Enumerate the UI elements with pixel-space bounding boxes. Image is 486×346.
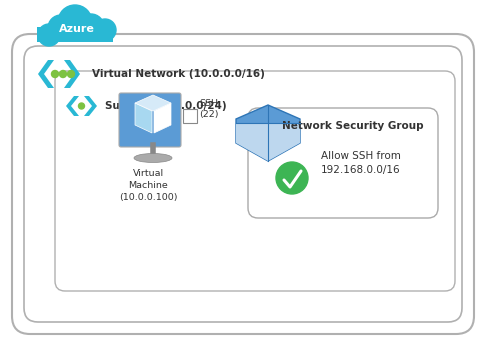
Circle shape (78, 14, 104, 40)
Polygon shape (64, 60, 80, 88)
Polygon shape (84, 96, 97, 116)
Polygon shape (38, 60, 54, 88)
FancyBboxPatch shape (24, 46, 462, 322)
FancyBboxPatch shape (37, 27, 113, 42)
Polygon shape (236, 123, 300, 161)
Text: Network Security Group: Network Security Group (282, 121, 424, 131)
Polygon shape (236, 105, 300, 161)
Polygon shape (66, 96, 79, 116)
FancyBboxPatch shape (248, 108, 438, 218)
Polygon shape (135, 103, 152, 133)
Ellipse shape (134, 154, 172, 163)
FancyBboxPatch shape (119, 93, 181, 147)
Circle shape (94, 19, 116, 41)
Text: Virtual Network (10.0.0.0/16): Virtual Network (10.0.0.0/16) (92, 69, 265, 79)
Circle shape (59, 71, 67, 78)
Circle shape (68, 71, 74, 78)
Text: Virtual
Machine
(10.0.0.100): Virtual Machine (10.0.0.100) (119, 169, 177, 202)
Text: Allow SSH from
192.168.0.0/16: Allow SSH from 192.168.0.0/16 (321, 151, 401, 175)
Text: SSH
(22): SSH (22) (199, 99, 219, 119)
Polygon shape (154, 103, 171, 133)
Text: Subnet (10.0.0.0/24): Subnet (10.0.0.0/24) (105, 101, 226, 111)
Circle shape (58, 5, 92, 39)
Text: Azure: Azure (59, 24, 95, 34)
Circle shape (79, 103, 85, 109)
Circle shape (38, 24, 60, 46)
Circle shape (52, 71, 58, 78)
FancyBboxPatch shape (55, 71, 455, 291)
Polygon shape (135, 95, 171, 111)
Circle shape (48, 15, 74, 41)
Circle shape (276, 162, 308, 194)
FancyBboxPatch shape (183, 109, 197, 123)
FancyBboxPatch shape (12, 34, 474, 334)
